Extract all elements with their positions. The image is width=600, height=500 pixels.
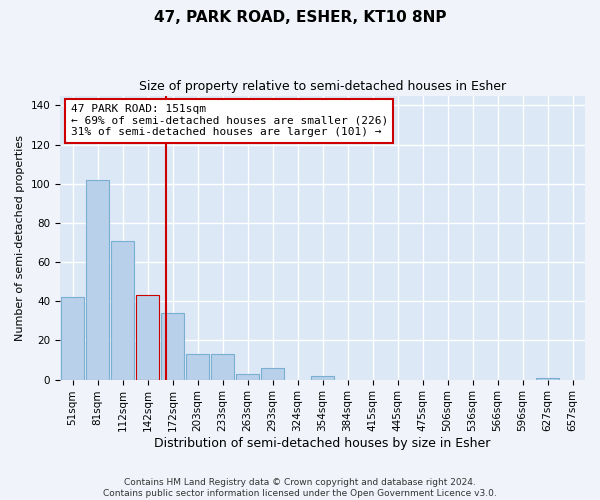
Bar bbox=[311, 376, 334, 380]
Bar bbox=[86, 180, 109, 380]
Bar bbox=[111, 240, 134, 380]
Bar bbox=[136, 296, 159, 380]
Text: 47, PARK ROAD, ESHER, KT10 8NP: 47, PARK ROAD, ESHER, KT10 8NP bbox=[154, 10, 446, 25]
Text: Contains HM Land Registry data © Crown copyright and database right 2024.
Contai: Contains HM Land Registry data © Crown c… bbox=[103, 478, 497, 498]
Text: 47 PARK ROAD: 151sqm
← 69% of semi-detached houses are smaller (226)
31% of semi: 47 PARK ROAD: 151sqm ← 69% of semi-detac… bbox=[71, 104, 388, 138]
X-axis label: Distribution of semi-detached houses by size in Esher: Distribution of semi-detached houses by … bbox=[154, 437, 491, 450]
Bar bbox=[261, 368, 284, 380]
Title: Size of property relative to semi-detached houses in Esher: Size of property relative to semi-detach… bbox=[139, 80, 506, 93]
Y-axis label: Number of semi-detached properties: Number of semi-detached properties bbox=[15, 134, 25, 340]
Bar bbox=[186, 354, 209, 380]
Bar bbox=[161, 313, 184, 380]
Bar bbox=[236, 374, 259, 380]
Bar bbox=[536, 378, 559, 380]
Bar bbox=[211, 354, 234, 380]
Bar bbox=[61, 298, 84, 380]
